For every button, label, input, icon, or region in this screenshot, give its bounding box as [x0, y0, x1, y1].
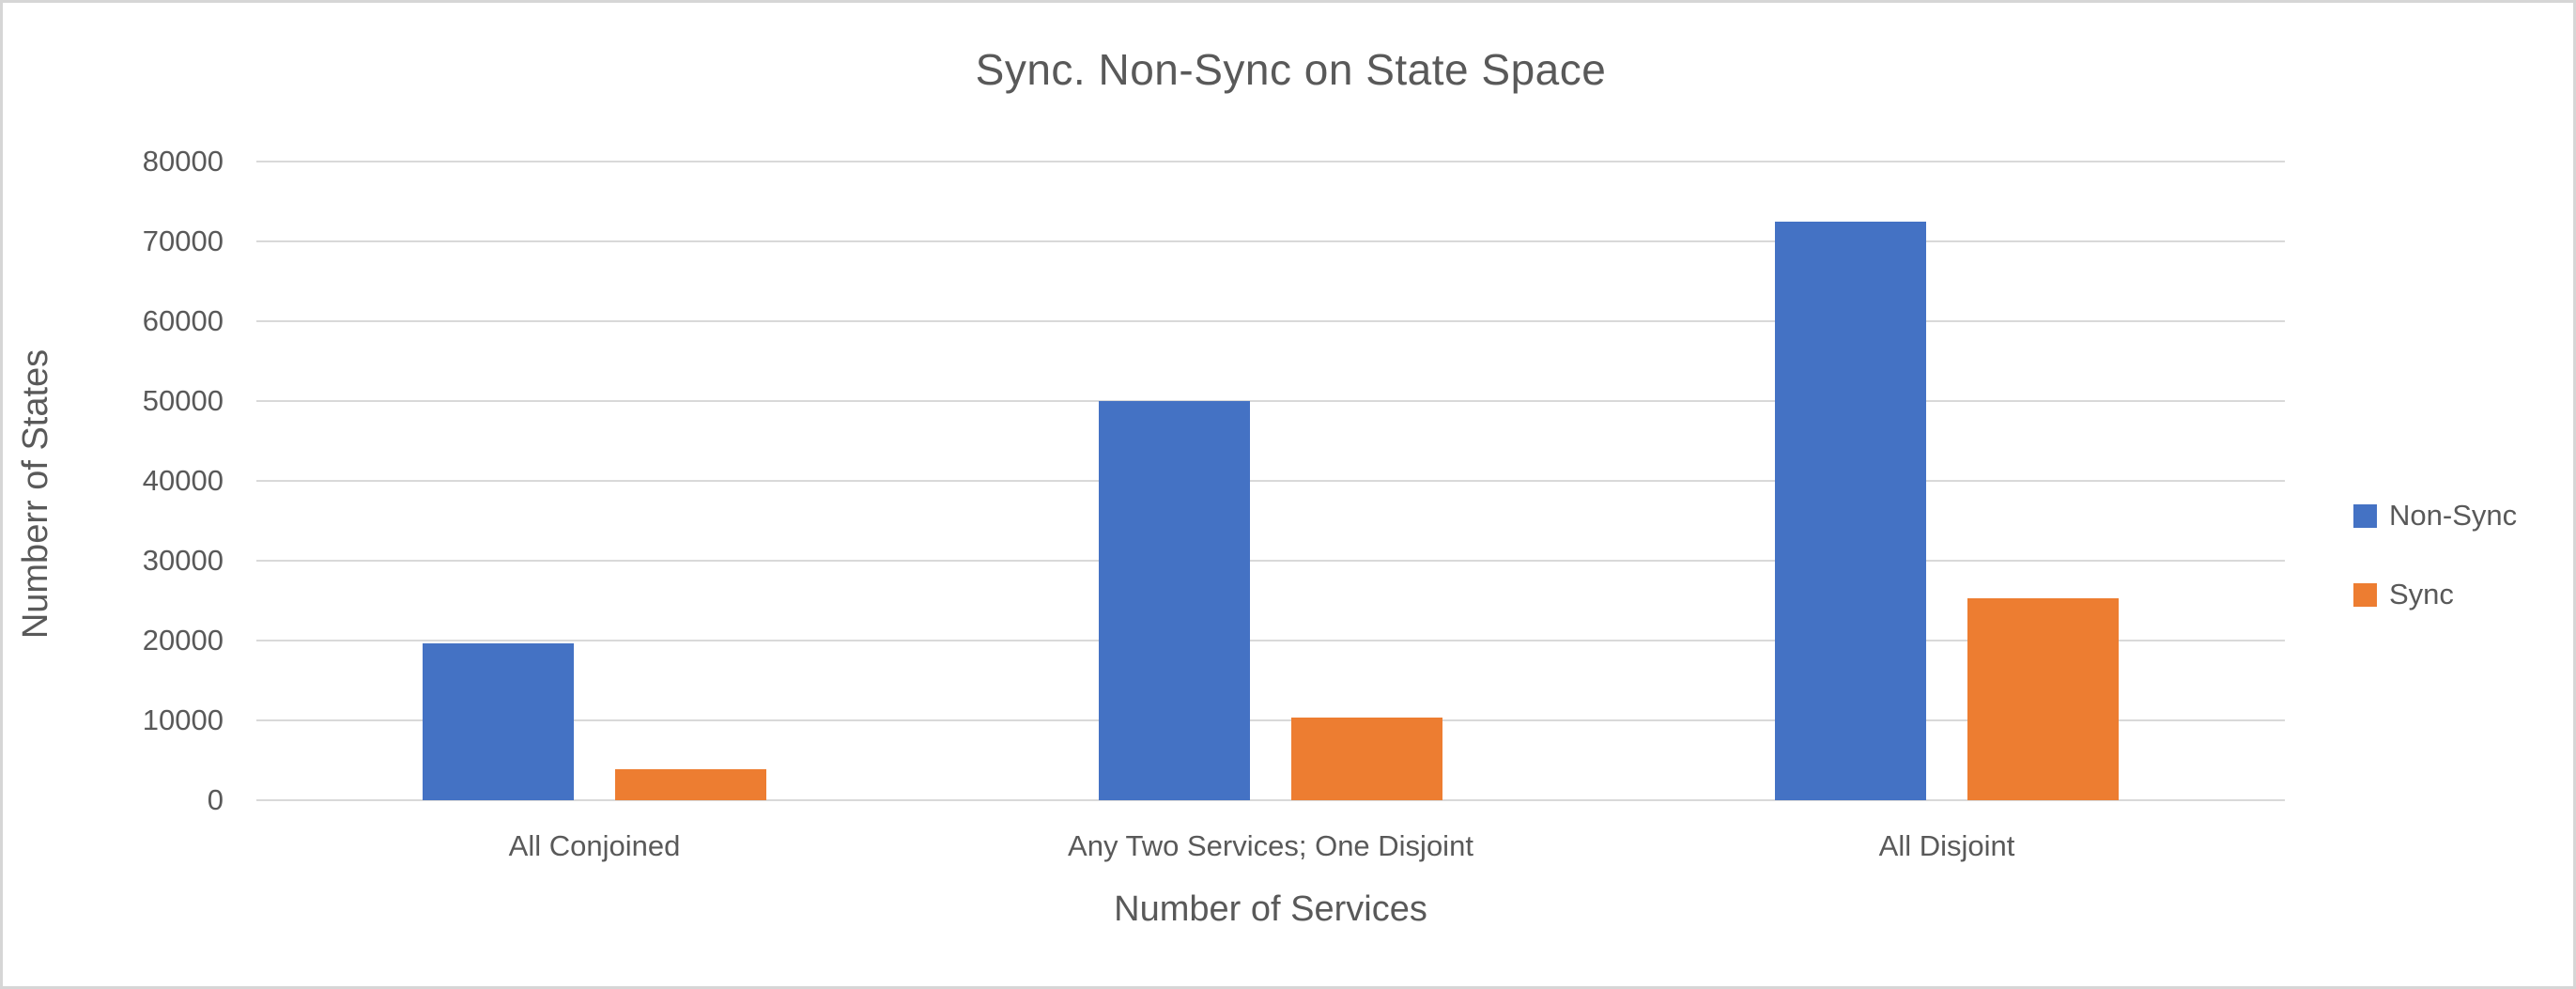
gridline	[256, 161, 2285, 162]
chart-title: Sync. Non-Sync on State Space	[975, 45, 1607, 94]
y-tick-label: 60000	[142, 304, 224, 337]
bar-non-sync-2	[1099, 401, 1250, 800]
legend-swatch-icon	[2353, 582, 2377, 607]
y-tick-label: 30000	[142, 544, 224, 577]
plot-area	[256, 161, 2285, 801]
gridline	[256, 480, 2285, 482]
bar-non-sync-1	[423, 643, 574, 800]
legend-item-sync: Sync	[2353, 578, 2517, 611]
bar-sync-1	[615, 768, 766, 800]
gridline	[256, 719, 2285, 721]
gridline	[256, 320, 2285, 322]
legend-label: Sync	[2389, 578, 2454, 610]
y-tick-label: 50000	[142, 384, 224, 417]
gridline	[256, 240, 2285, 242]
bar-non-sync-3	[1775, 221, 1926, 800]
bar-sync-3	[1967, 597, 2119, 800]
x-category-label: All Conjoined	[508, 829, 681, 862]
bar-sync-2	[1291, 717, 1442, 800]
x-category-label: All Disjoint	[1878, 829, 2015, 862]
y-tick-label: 70000	[142, 224, 224, 257]
x-category-label: Any Two Services; One Disjoint	[1068, 829, 1473, 862]
gridline	[256, 640, 2285, 641]
y-tick-label: 20000	[142, 624, 224, 657]
legend: Non-Sync Sync	[2353, 499, 2517, 611]
x-axis-title: Number of Services	[1114, 889, 1427, 929]
y-tick-label: 80000	[142, 145, 224, 178]
legend-label: Non-Sync	[2389, 499, 2518, 532]
gridline	[256, 560, 2285, 562]
y-tick-label: 40000	[142, 464, 224, 497]
y-tick-label: 10000	[142, 703, 224, 736]
legend-item-non-sync: Non-Sync	[2353, 499, 2517, 533]
y-tick-label: 0	[207, 783, 224, 816]
gridline	[256, 799, 2285, 801]
gridline	[256, 400, 2285, 402]
legend-swatch-icon	[2353, 503, 2377, 528]
